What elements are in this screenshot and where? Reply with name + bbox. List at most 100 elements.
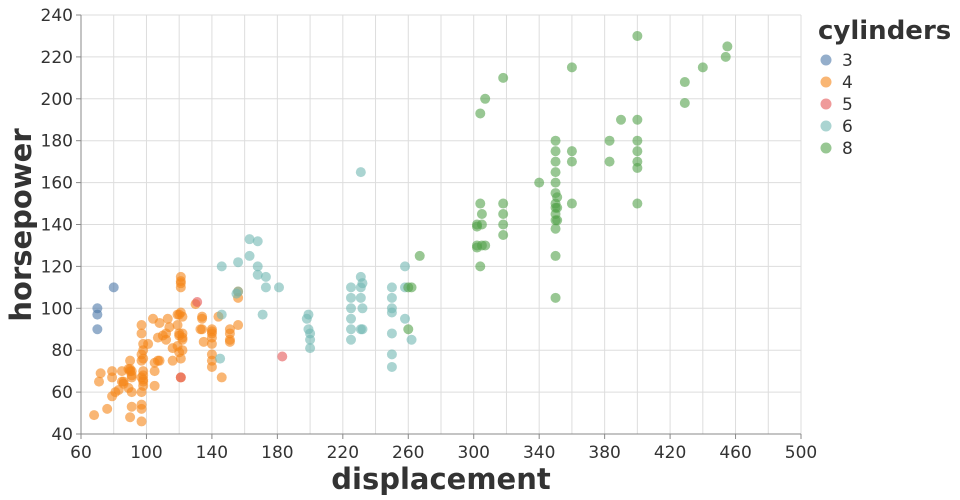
- data-point: [177, 328, 188, 339]
- data-point: [346, 282, 356, 293]
- series-6: [215, 167, 417, 372]
- data-point: [175, 271, 186, 282]
- x-axis-title: displacement: [331, 462, 551, 496]
- data-point: [274, 282, 284, 293]
- data-point: [260, 271, 271, 282]
- data-point: [252, 269, 263, 280]
- data-point: [632, 156, 643, 167]
- data-point: [566, 198, 577, 209]
- y-tick-label: 60: [51, 383, 73, 403]
- x-tick-label: 420: [654, 443, 686, 463]
- data-point: [197, 324, 208, 335]
- data-point: [138, 366, 149, 377]
- data-point: [126, 401, 137, 412]
- data-point: [386, 328, 397, 339]
- data-point: [154, 317, 165, 328]
- x-tick-label: 300: [458, 443, 490, 463]
- data-point: [498, 219, 509, 230]
- data-point: [616, 114, 626, 125]
- data-point: [550, 156, 561, 167]
- data-point: [406, 282, 417, 293]
- x-axis-ticks: 60 100 140 180 220 260 300 340 380 420 460 500: [70, 434, 817, 463]
- data-point: [550, 223, 561, 234]
- data-point: [216, 309, 227, 320]
- data-point: [476, 219, 487, 230]
- data-point: [386, 303, 397, 314]
- data-point: [89, 410, 100, 421]
- legend-symbol: [820, 142, 832, 154]
- data-point: [233, 257, 244, 268]
- data-point: [162, 313, 173, 324]
- legend-item: 8: [820, 139, 853, 159]
- data-point: [216, 261, 227, 272]
- data-point: [475, 198, 486, 209]
- y-axis-title: horsepower: [4, 128, 38, 322]
- x-tick-label: 340: [523, 443, 555, 463]
- data-point: [138, 353, 149, 364]
- data-point: [244, 234, 255, 245]
- y-tick-label: 40: [51, 425, 73, 445]
- data-point: [177, 345, 188, 356]
- x-tick-label: 140: [196, 443, 228, 463]
- y-tick-label: 100: [41, 299, 73, 319]
- data-point: [534, 177, 545, 188]
- data-point: [632, 114, 643, 125]
- data-point: [216, 372, 227, 383]
- data-point: [632, 198, 643, 209]
- data-point: [136, 328, 147, 339]
- data-point: [102, 403, 113, 414]
- data-point: [303, 309, 314, 320]
- data-point: [550, 146, 561, 157]
- data-point: [175, 372, 186, 383]
- data-point: [720, 51, 731, 62]
- data-point: [679, 97, 690, 108]
- legend-symbol: [820, 76, 832, 88]
- data-point: [566, 146, 577, 157]
- data-point: [175, 353, 186, 364]
- y-tick-label: 160: [41, 174, 73, 194]
- data-point: [257, 309, 268, 320]
- data-point: [95, 368, 106, 379]
- data-point: [552, 215, 563, 226]
- data-point: [498, 72, 509, 83]
- data-point: [697, 62, 708, 73]
- data-point: [206, 324, 217, 335]
- x-tick-label: 460: [719, 443, 751, 463]
- legend-item: 4: [820, 73, 853, 93]
- data-point: [108, 282, 119, 293]
- series-8: [403, 30, 733, 335]
- y-tick-label: 180: [41, 132, 73, 152]
- data-point: [125, 355, 136, 366]
- x-tick-label: 500: [785, 443, 817, 463]
- y-tick-label: 240: [41, 6, 73, 26]
- legend-title: cylinders: [818, 16, 951, 46]
- data-point: [260, 282, 271, 293]
- legend-label: 4: [842, 73, 853, 93]
- data-point: [566, 156, 577, 167]
- data-point: [386, 292, 397, 303]
- data-point: [346, 292, 356, 303]
- data-point: [475, 108, 486, 119]
- data-point: [164, 322, 175, 333]
- data-point: [143, 338, 154, 349]
- x-tick-label: 260: [392, 443, 424, 463]
- data-point: [386, 282, 397, 293]
- data-point: [632, 146, 643, 157]
- data-point: [305, 328, 316, 339]
- data-point: [177, 311, 188, 322]
- data-point: [414, 250, 425, 261]
- data-point: [198, 336, 209, 347]
- data-point: [386, 349, 397, 360]
- data-point: [552, 192, 563, 203]
- data-point: [550, 250, 561, 261]
- data-point: [632, 30, 643, 41]
- y-axis-ticks: 40 60 80 100 120 140 160 180 200 220 240: [41, 6, 81, 445]
- data-point: [632, 135, 643, 146]
- data-point: [604, 135, 615, 146]
- data-point: [136, 399, 147, 410]
- legend-item: 6: [820, 117, 853, 137]
- x-tick-label: 380: [588, 443, 620, 463]
- data-point: [406, 334, 417, 345]
- data-point: [400, 261, 410, 272]
- data-point: [475, 261, 486, 272]
